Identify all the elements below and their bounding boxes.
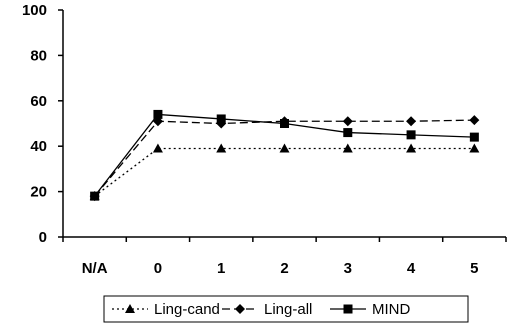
y-tick-labels: 0 20 40 60 80 100	[22, 2, 47, 246]
data-point	[469, 115, 480, 126]
data-point	[216, 114, 226, 124]
data-point	[343, 128, 353, 138]
x-tick-label: 4	[407, 260, 416, 277]
data-point	[216, 143, 227, 153]
data-point	[342, 143, 353, 153]
y-tick-label: 20	[30, 184, 47, 201]
data-point	[153, 109, 163, 119]
data-point	[469, 132, 479, 142]
legend-label: Ling-cand	[154, 301, 220, 318]
data-point	[469, 143, 480, 153]
data-point	[90, 191, 100, 201]
x-tick-label: 2	[280, 260, 288, 277]
data-point	[152, 143, 163, 153]
series-line	[94, 119, 475, 197]
x-tick-label: N/A	[82, 260, 108, 277]
x-tick-label: 0	[154, 260, 162, 277]
data-point	[280, 119, 289, 128]
data-point	[279, 143, 290, 153]
x-tick-label: 5	[470, 260, 478, 277]
series-ling-cand	[89, 143, 480, 201]
legend-marker	[343, 304, 353, 314]
legend-marker	[235, 304, 245, 314]
series-mind	[90, 109, 479, 201]
series-group	[89, 109, 480, 202]
y-tick-label: 40	[30, 138, 47, 155]
legend-box	[103, 295, 469, 323]
axes	[58, 9, 507, 242]
y-tick-label: 80	[30, 47, 47, 64]
y-tick-label: 60	[30, 93, 47, 110]
x-tick-label: 1	[217, 260, 225, 277]
data-point	[406, 143, 417, 153]
series-line	[94, 147, 475, 197]
legend-label: Ling-all	[264, 301, 312, 318]
y-tick-label: 0	[39, 229, 47, 246]
legend-marker	[125, 304, 135, 313]
data-point	[342, 116, 353, 127]
legend: Ling-cand Ling-all MIND	[103, 295, 469, 323]
data-point	[406, 116, 417, 127]
legend-label: MIND	[372, 301, 410, 318]
y-tick-label: 100	[22, 2, 47, 19]
data-point	[406, 130, 416, 140]
x-tick-labels: N/A 0 1 2 3 4 5	[82, 260, 479, 277]
x-tick-label: 3	[344, 260, 352, 277]
